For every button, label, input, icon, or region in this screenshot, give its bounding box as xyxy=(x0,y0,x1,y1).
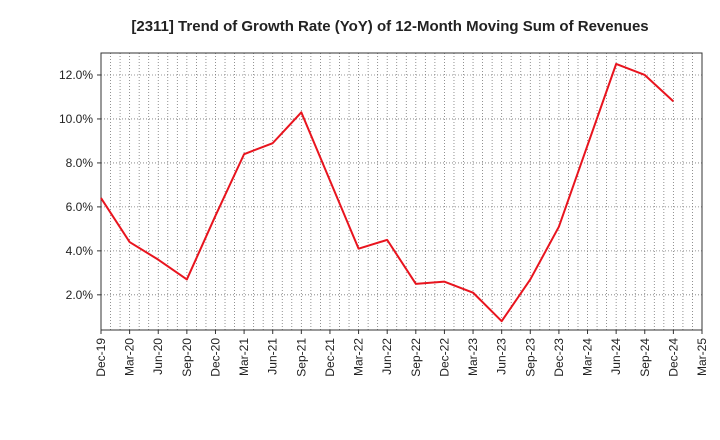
x-tick-label: Jun-21 xyxy=(266,338,280,375)
plot-area xyxy=(101,53,702,330)
x-axis-tick-labels: Dec-19 Mar-20 Jun-20 Sep-20 Dec-20 Mar-21 Jun-… xyxy=(94,338,709,377)
x-tick-label: Dec-20 xyxy=(208,338,222,377)
y-tick-label: 12.0% xyxy=(59,68,93,82)
chart-title: [2311] Trend of Growth Rate (YoY) of 12-… xyxy=(131,18,648,35)
x-tick-label: Jun-20 xyxy=(151,338,165,375)
x-tick-label: Dec-21 xyxy=(323,338,337,377)
y-tick-label: 2.0% xyxy=(66,288,94,302)
x-tick-label: Dec-19 xyxy=(94,338,108,377)
x-tick-label: Dec-24 xyxy=(666,338,680,377)
x-tick-label: Mar-24 xyxy=(581,338,595,376)
y-axis-tick-labels: 2.0% 4.0% 6.0% 8.0% 10.0% 12.0% xyxy=(59,68,93,302)
x-tick-label: Sep-21 xyxy=(294,338,308,377)
x-tick-label: Mar-21 xyxy=(237,338,251,376)
plot-border xyxy=(100,52,703,331)
x-tick-label: Sep-24 xyxy=(638,338,652,377)
x-tick-label: Mar-23 xyxy=(466,338,480,376)
series-line xyxy=(100,62,675,323)
x-tick-label: Jun-23 xyxy=(495,338,509,375)
grid-lines xyxy=(100,53,703,330)
axes xyxy=(97,52,703,334)
x-tick-label: Dec-22 xyxy=(437,338,451,377)
y-tick-label: 4.0% xyxy=(66,244,94,258)
y-tick-label: 10.0% xyxy=(59,112,93,126)
y-tick-label: 8.0% xyxy=(66,156,94,170)
x-tick-label: Mar-25 xyxy=(695,338,709,376)
series-layer xyxy=(100,62,675,323)
x-tick-label: Sep-20 xyxy=(180,338,194,377)
y-tick-label: 6.0% xyxy=(66,200,94,214)
x-tick-label: Dec-23 xyxy=(552,338,566,377)
x-tick-label: Jun-22 xyxy=(380,338,394,375)
x-tick-label: Sep-22 xyxy=(409,338,423,377)
x-tick-label: Mar-22 xyxy=(352,338,366,376)
x-tick-label: Mar-20 xyxy=(123,338,137,376)
x-tick-label: Sep-23 xyxy=(523,338,537,377)
x-tick-label: Jun-24 xyxy=(609,338,623,375)
